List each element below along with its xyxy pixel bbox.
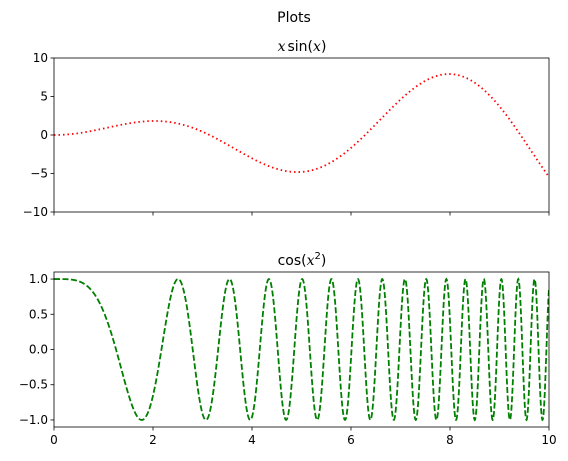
axes-bottom-xticks: 0 2 4 6 8 10 xyxy=(50,427,557,447)
axes-top-plot-area xyxy=(54,73,549,178)
xtick-label: 2 xyxy=(149,433,157,447)
axes-bottom: cos(x2) 1.00.50.0−0.5−1.0 0 2 4 6 8 10 xyxy=(19,251,557,447)
axes-top-title-close: ) xyxy=(321,39,326,55)
axes-top-title: x sin(x) xyxy=(278,39,327,55)
axes-bottom-title-var: x xyxy=(307,253,315,269)
axes-top-frame xyxy=(53,57,550,213)
ytick-label: −0.5 xyxy=(19,378,48,392)
axes-top-xticks xyxy=(53,212,550,216)
xtick-label: 8 xyxy=(446,433,454,447)
xtick-label: 0 xyxy=(50,433,58,447)
axes-top-title-var: x xyxy=(278,39,286,55)
ytick-label: −5 xyxy=(30,167,48,181)
axes-bottom-title-exp: 2 xyxy=(315,251,321,262)
axes-bottom-yticks: 1.0 0.5 0.0 −0.5 −1.0 xyxy=(19,272,54,427)
ytick-label: −1.0 xyxy=(19,413,48,427)
xtick-label: 4 xyxy=(248,433,256,447)
xtick-label: 10 xyxy=(541,433,556,447)
axes-bottom-title-fn: cos( xyxy=(278,253,307,269)
ytick-label: 10 xyxy=(33,51,48,65)
axes-bottom-title: cos(x2) xyxy=(278,251,327,269)
ytick-label: −10 xyxy=(23,205,48,219)
figure-title: Plots xyxy=(277,10,311,26)
axes-top-title-fn: sin( xyxy=(288,39,314,55)
axes-bottom-title-close: ) xyxy=(321,253,326,269)
axes-top-yticks: 10 5 0 −5 −10 xyxy=(23,51,54,219)
xtick-label: 6 xyxy=(347,433,355,447)
ytick-label: 1.0 xyxy=(29,272,48,286)
ytick-label: 0 xyxy=(40,128,48,142)
axes-bottom-frame xyxy=(53,271,550,428)
axes-bottom-plot-area xyxy=(54,277,549,422)
ytick-label: 0.0 xyxy=(29,343,48,357)
ytick-label: 0.5 xyxy=(29,307,48,321)
ytick-label: 5 xyxy=(40,90,48,104)
axes-top: x sin(x) 10 5 0 −5 −10 xyxy=(23,39,550,219)
axes-top-title-arg: x xyxy=(313,39,321,55)
series-line-cosx2 xyxy=(54,277,549,422)
series-line-xsinx xyxy=(54,73,549,178)
